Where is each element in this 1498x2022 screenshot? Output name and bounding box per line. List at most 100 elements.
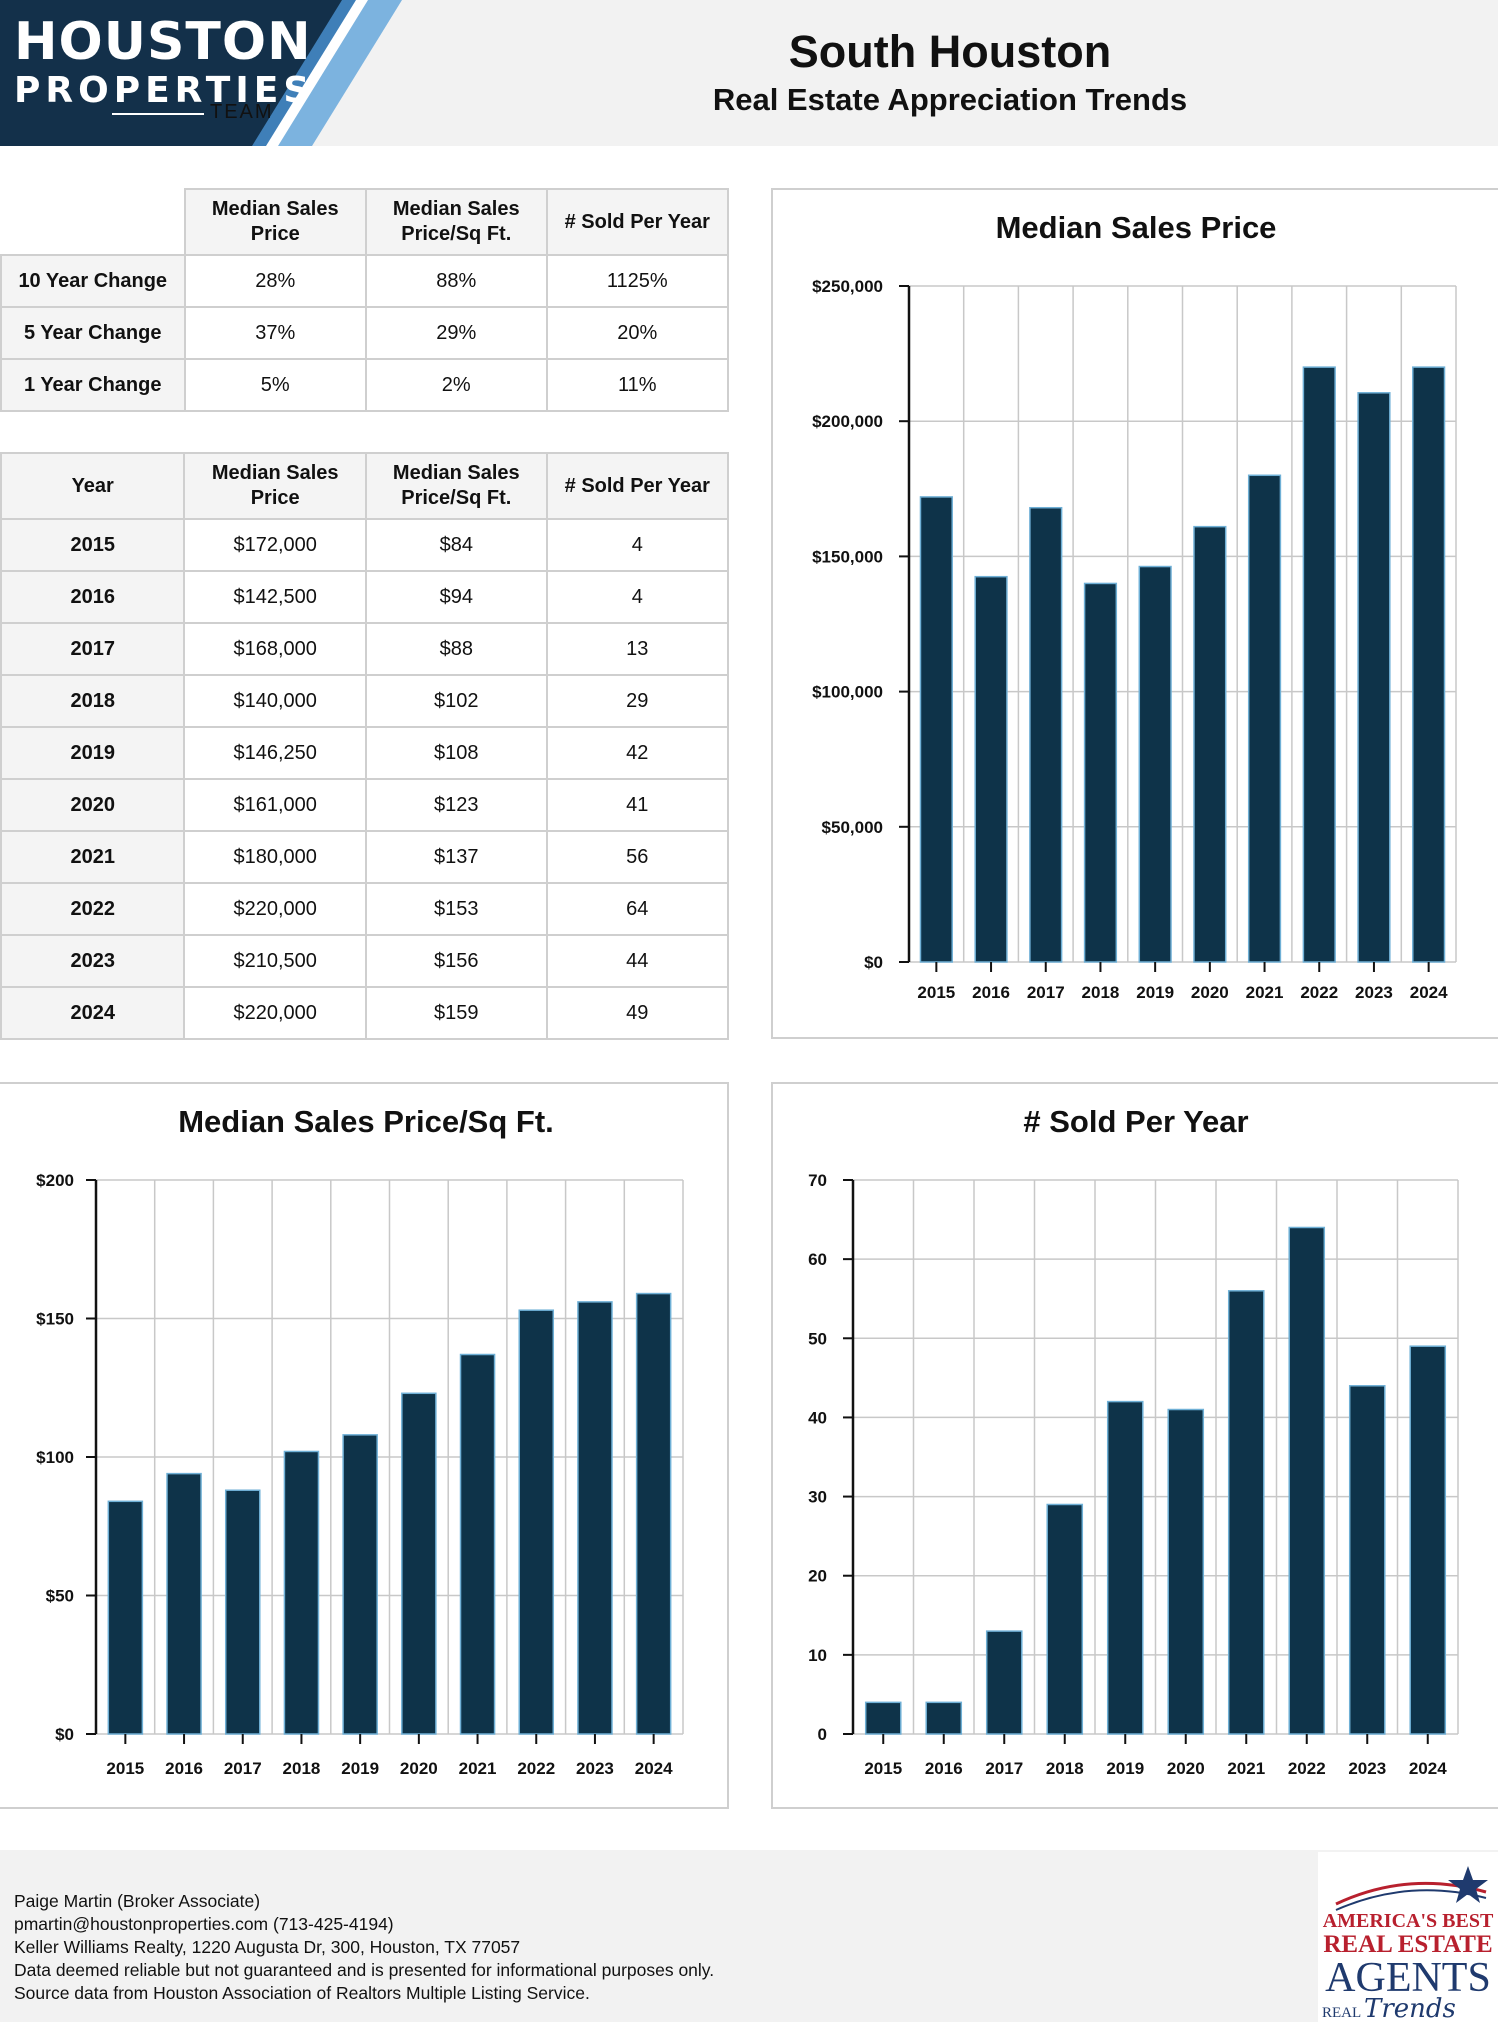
- bar: [1302, 366, 1336, 963]
- bar: [1288, 1226, 1326, 1735]
- table-cell: 1125%: [545, 254, 730, 308]
- logo-line3: TEAM: [210, 101, 274, 123]
- table-cell: $156: [364, 934, 548, 988]
- change-col-sold: # Sold Per Year: [545, 188, 730, 256]
- logo-line1: HOUSTON: [14, 12, 312, 72]
- x-tick-label: 2024: [1409, 1759, 1447, 1778]
- table-row: 2017 $168,000 $88 13: [0, 622, 730, 676]
- row-label: 2017: [0, 622, 186, 676]
- bar: [283, 1450, 320, 1735]
- table-row: 5 Year Change 37% 29% 20%: [0, 306, 730, 360]
- table-cell: 11%: [545, 358, 730, 412]
- row-label: 1 Year Change: [0, 358, 186, 412]
- table-row: 2015 $172,000 $84 4: [0, 518, 730, 572]
- chart-title: Median Sales Price/Sq Ft.: [178, 1104, 554, 1139]
- row-label: 2024: [0, 986, 186, 1040]
- table-cell: $220,000: [183, 986, 367, 1040]
- bar: [166, 1472, 202, 1735]
- table-cell: 13: [545, 622, 730, 676]
- y-tick-label: 40: [808, 1408, 827, 1427]
- bar: [577, 1301, 613, 1735]
- y-tick-label: $200: [36, 1171, 74, 1190]
- bar: [1138, 565, 1172, 963]
- bar: [919, 496, 953, 963]
- row-label: 5 Year Change: [0, 306, 186, 360]
- bar: [459, 1353, 496, 1735]
- year-col-sqft: Median Sales Price/Sq Ft.: [364, 452, 548, 520]
- footer-source: Source data from Houston Association of …: [14, 1983, 590, 2003]
- table-cell: 2%: [364, 358, 548, 412]
- footer-email-phone[interactable]: pmartin@houstonproperties.com (713-425-4…: [14, 1914, 394, 1934]
- year-table-header: Year Median Sales Price Median Sales Pri…: [0, 452, 730, 520]
- table-row: 2019 $146,250 $108 42: [0, 726, 730, 780]
- table-cell: 42: [545, 726, 730, 780]
- bar: [985, 1630, 1023, 1735]
- x-tick-label: 2018: [283, 1759, 321, 1778]
- badge-line1: AMERICA'S BEST: [1323, 1910, 1494, 1932]
- footer-agent-name: Paige Martin (Broker Associate): [14, 1891, 261, 1911]
- logo-rule: [112, 113, 204, 115]
- footer-disclaimer: Data deemed reliable but not guaranteed …: [14, 1960, 715, 1980]
- change-table: Median Sales Price Median Sales Price/Sq…: [0, 188, 730, 412]
- footer-contact: Paige Martin (Broker Associate) pmartin@…: [14, 1890, 714, 2005]
- houston-properties-logo[interactable]: HOUSTON PROPERTIES TEAM: [0, 0, 402, 146]
- x-tick-label: 2016: [165, 1759, 203, 1778]
- sold-per-year-svg: # Sold Per Year 0 10 20 30 40 50 60 70 2015 2016 20…: [808, 1104, 1459, 1778]
- badge-line4: REAL: [1322, 2005, 1361, 2021]
- table-row: 2016 $142,500 $94 4: [0, 570, 730, 624]
- badge-line2: REAL ESTATE: [1323, 1931, 1492, 1958]
- change-col-price: Median Sales Price: [183, 188, 367, 256]
- x-tick-label: 2015: [864, 1759, 902, 1778]
- y-tick-label: 20: [808, 1567, 827, 1586]
- bar: [1227, 1290, 1265, 1735]
- bar: [1167, 1408, 1205, 1735]
- y-tick-label: $100: [36, 1448, 74, 1467]
- y-tick-label: 60: [808, 1250, 827, 1269]
- footer-address: Keller Williams Realty, 1220 Augusta Dr,…: [14, 1937, 521, 1957]
- table-row: 2023 $210,500 $156 44: [0, 934, 730, 988]
- bar: [1348, 1385, 1386, 1735]
- x-tick-label: 2020: [1167, 1759, 1205, 1778]
- x-tick-label: 2020: [1191, 983, 1229, 1002]
- row-label: 2020: [0, 778, 186, 832]
- x-tick-label: 2019: [1106, 1759, 1144, 1778]
- table-cell: $161,000: [183, 778, 367, 832]
- table-cell: 64: [545, 882, 730, 936]
- bar: [1029, 506, 1063, 963]
- y-tick-label: $0: [864, 953, 883, 972]
- table-cell: 20%: [545, 306, 730, 360]
- x-tick-label: 2017: [985, 1759, 1023, 1778]
- table-row: 2021 $180,000 $137 56: [0, 830, 730, 884]
- table-row: 2020 $161,000 $123 41: [0, 778, 730, 832]
- chart-title: # Sold Per Year: [1023, 1104, 1248, 1139]
- star-icon: [1448, 1866, 1488, 1903]
- x-tick-label: 2018: [1082, 983, 1120, 1002]
- table-row: 2022 $220,000 $153 64: [0, 882, 730, 936]
- table-cell: $102: [364, 674, 548, 728]
- logo-line2: PROPERTIES: [14, 70, 315, 111]
- x-tick-label: 2023: [576, 1759, 614, 1778]
- bar: [925, 1701, 963, 1735]
- x-tick-label: 2015: [106, 1759, 144, 1778]
- table-cell: $153: [364, 882, 548, 936]
- x-tick-label: 2023: [1348, 1759, 1386, 1778]
- bar: [401, 1392, 437, 1735]
- bar: [1409, 1345, 1447, 1735]
- y-tick-label: 30: [808, 1488, 827, 1507]
- bar: [1106, 1400, 1144, 1735]
- x-tick-label: 2021: [1246, 983, 1284, 1002]
- sold-per-year-chart: # Sold Per Year 0 10 20 30 40 50 60 70 2015 2016 20…: [771, 1082, 1498, 1809]
- bar: [635, 1292, 672, 1735]
- table-cell: $88: [364, 622, 548, 676]
- table-cell: $146,250: [183, 726, 367, 780]
- x-tick-label: 2016: [925, 1759, 963, 1778]
- table-cell: 37%: [183, 306, 367, 360]
- x-tick-label: 2017: [224, 1759, 262, 1778]
- x-tick-label: 2019: [341, 1759, 379, 1778]
- year-table: Year Median Sales Price Median Sales Pri…: [0, 452, 730, 1040]
- table-cell: 29: [545, 674, 730, 728]
- x-tick-label: 2018: [1046, 1759, 1084, 1778]
- x-tick-label: 2024: [1410, 983, 1448, 1002]
- badge-line3: AGENTS: [1325, 1955, 1491, 2001]
- americas-best-agents-badge: AMERICA'S BEST REAL ESTATE AGENTS REAL T…: [1318, 1852, 1498, 2022]
